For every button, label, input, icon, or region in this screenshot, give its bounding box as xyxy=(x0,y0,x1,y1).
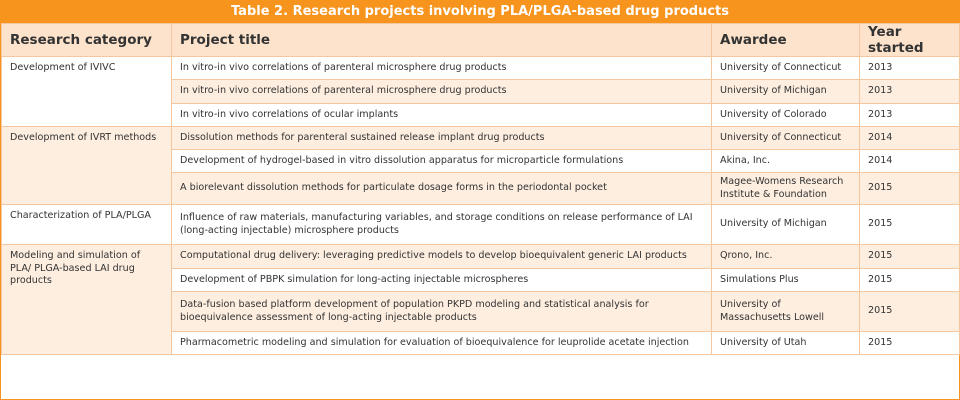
project-title: Development of hydrogel-based in vitro d… xyxy=(171,149,712,173)
project-title: In vitro-in vivo correlations of parente… xyxy=(171,79,712,104)
project-title: In vitro-in vivo correlations of ocular … xyxy=(171,103,712,127)
year-started: 2013 xyxy=(859,103,960,127)
year-started: 2014 xyxy=(859,149,960,173)
table-title: Table 2. Research projects involving PLA… xyxy=(1,1,959,23)
table-body: Development of IVIVC In vitro-in vivo cor… xyxy=(1,56,960,355)
project-title: Dissolution methods for parenteral susta… xyxy=(171,126,712,150)
project-title: Data-fusion based platform development o… xyxy=(171,291,712,332)
table-row: In vitro-in vivo correlations of ocular … xyxy=(2,103,960,127)
awardee: University of Connecticut xyxy=(711,126,860,150)
table-row: Data-fusion based platform development o… xyxy=(2,291,960,332)
project-title: Influence of raw materials, manufacturin… xyxy=(171,204,712,245)
awardee: University of Michigan xyxy=(711,79,860,104)
table-row: In vitro-in vivo correlations of parente… xyxy=(2,79,960,104)
table-row: A biorelevant dissolution methods for pa… xyxy=(2,172,960,205)
table: Research category Project title Awardee Yea… xyxy=(1,23,960,355)
table-row: Modeling and simulation of PLA/ PLGA-bas… xyxy=(1,244,960,355)
awardee: University of Michigan xyxy=(711,204,860,245)
category-cell: Development of IVRT methods xyxy=(1,126,172,205)
category-cell: Modeling and simulation of PLA/ PLGA-bas… xyxy=(1,244,172,355)
awardee: University of Utah xyxy=(711,331,860,355)
table-row: Characterization of PLA/PLGA Influence of… xyxy=(1,204,960,245)
year-started: 2013 xyxy=(859,79,960,104)
year-started: 2015 xyxy=(859,244,960,269)
column-header: Project title xyxy=(171,23,712,57)
year-started: 2015 xyxy=(859,331,960,355)
project-title: In vitro-in vivo correlations of parente… xyxy=(171,56,712,80)
table-row: Pharmacometric modeling and simulation f… xyxy=(2,331,960,355)
year-started: 2015 xyxy=(859,268,960,292)
awardee: Qrono, Inc. xyxy=(711,244,860,269)
header-row: Research category Project title Awardee Yea… xyxy=(1,23,960,57)
project-title: A biorelevant dissolution methods for pa… xyxy=(171,172,712,205)
project-title: Pharmacometric modeling and simulation f… xyxy=(171,331,712,355)
column-header: Awardee xyxy=(711,23,860,57)
column-header: Research category xyxy=(1,23,172,57)
year-started: 2014 xyxy=(859,126,960,150)
awardee: University of Colorado xyxy=(711,103,860,127)
project-title: Computational drug delivery: leveraging … xyxy=(171,244,712,269)
year-started: 2015 xyxy=(859,172,960,205)
table-row: Development of IVRT methods Dissolution m… xyxy=(1,126,960,205)
year-started: 2013 xyxy=(859,56,960,80)
awardee: Magee-Womens Research Institute & Founda… xyxy=(711,172,860,205)
project-title: Development of PBPK simulation for long-… xyxy=(171,268,712,292)
awardee: University of Massachusetts Lowell xyxy=(711,291,860,332)
awardee: Simulations Plus xyxy=(711,268,860,292)
table-row: Development of IVIVC In vitro-in vivo cor… xyxy=(1,56,960,127)
category-cell: Characterization of PLA/PLGA xyxy=(1,204,172,245)
table-row: Development of PBPK simulation for long-… xyxy=(2,268,960,292)
year-started: 2015 xyxy=(859,291,960,332)
column-header: Year started xyxy=(859,23,960,57)
awardee: University of Connecticut xyxy=(711,56,860,80)
awardee: Akina, Inc. xyxy=(711,149,860,173)
year-started: 2015 xyxy=(859,204,960,245)
category-cell: Development of IVIVC xyxy=(1,56,172,127)
